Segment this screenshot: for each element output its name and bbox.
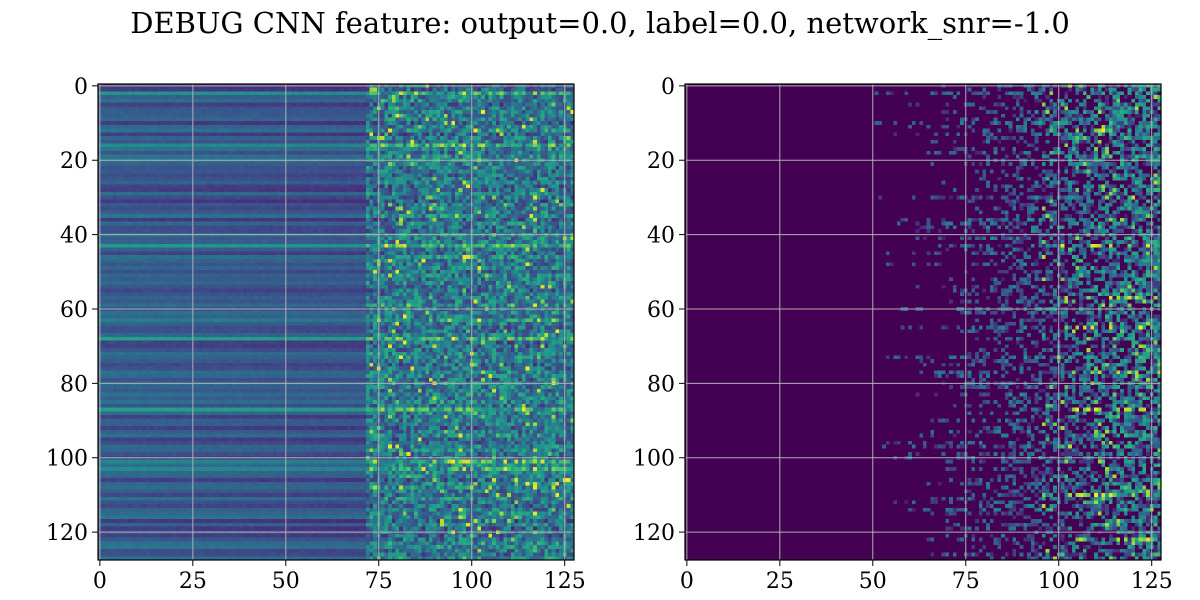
x-tick-label: 100 [451,569,493,594]
figure-title: DEBUG CNN feature: output=0.0, label=0.0… [130,6,1070,40]
axes-frame [684,83,1162,561]
axes-frame [97,83,575,561]
heatmap-panel-right: 0 25 50 75 100 125 0 20 40 60 80 100 120 [633,75,1173,594]
x-tick-label: 50 [272,569,300,594]
y-tick-label: 80 [60,372,88,397]
x-tick-label: 75 [365,569,393,594]
x-tick-label: 0 [680,569,694,594]
y-tick-label: 100 [633,447,675,472]
x-tick-label: 125 [1131,569,1173,594]
heatmap-panel-left: 0 25 50 75 100 125 0 20 40 60 80 100 120 [46,75,586,594]
x-tick-label: 100 [1038,569,1080,594]
y-tick-label: 60 [60,298,88,323]
y-tick-label: 0 [74,75,88,100]
x-tick-label: 25 [179,569,207,594]
x-tick-label: 75 [952,569,980,594]
y-tick-label: 60 [647,298,675,323]
x-tick-label: 0 [93,569,107,594]
y-tick-label: 120 [46,521,88,546]
y-tick-label: 40 [647,224,675,249]
y-tick-label: 20 [647,149,675,174]
heatmap-image [685,84,1161,560]
y-tick-label: 0 [661,75,675,100]
y-tick-label: 120 [633,521,675,546]
y-tick-label: 100 [46,447,88,472]
x-tick-label: 125 [544,569,586,594]
y-tick-label: 80 [647,372,675,397]
x-tick-label: 50 [859,569,887,594]
x-tick-label: 25 [766,569,794,594]
y-tick-label: 40 [60,224,88,249]
y-tick-label: 20 [60,149,88,174]
heatmap-image [98,84,574,560]
